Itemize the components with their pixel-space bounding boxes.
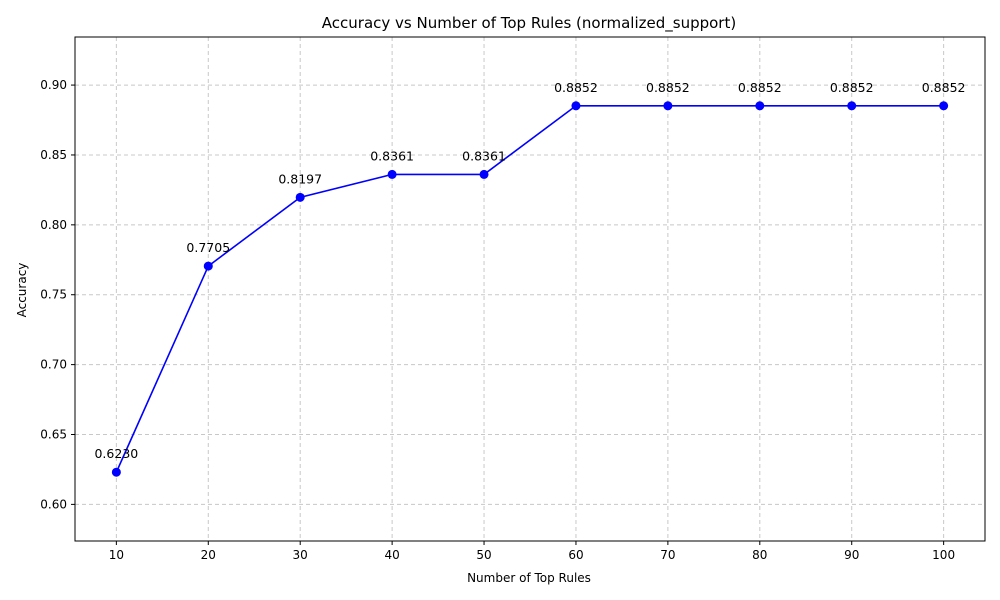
data-label: 0.8852 [738, 80, 782, 95]
y-tick-label: 0.80 [40, 218, 67, 232]
x-tick-label: 40 [384, 548, 399, 562]
data-label: 0.8361 [462, 148, 506, 163]
data-point [939, 101, 949, 111]
data-point [847, 101, 857, 111]
x-axis-ticks: 10 20 30 40 50 60 70 80 90 100 [109, 541, 955, 562]
data-point [479, 169, 489, 179]
x-tick-label: 70 [660, 548, 675, 562]
grid [75, 37, 985, 541]
series-line [115, 104, 944, 473]
data-point [387, 169, 397, 179]
plot-frame [74, 36, 986, 542]
x-tick-label: 30 [293, 548, 308, 562]
data-labels: 0.6230 0.7705 0.8197 0.8361 0.8361 0.8852 0.88… [94, 80, 965, 461]
data-label: 0.8361 [370, 148, 414, 163]
data-point [295, 192, 305, 202]
data-label: 0.8852 [554, 80, 598, 95]
data-point [111, 467, 121, 477]
data-point [663, 101, 673, 111]
x-tick-label: 20 [201, 548, 216, 562]
x-axis-label: Number of Top Rules [467, 571, 591, 585]
data-point [571, 101, 581, 111]
y-axis-label: Accuracy [15, 263, 29, 318]
data-label: 0.8852 [646, 80, 690, 95]
data-label: 0.8852 [830, 80, 874, 95]
x-tick-label: 80 [752, 548, 767, 562]
data-point [203, 261, 213, 271]
chart-title: Accuracy vs Number of Top Rules (normali… [322, 14, 736, 33]
y-tick-label: 0.65 [40, 427, 67, 441]
series-polyline [115, 104, 944, 473]
y-tick-label: 0.75 [40, 288, 67, 302]
data-point [755, 101, 765, 111]
data-label: 0.7705 [186, 240, 230, 255]
data-label: 0.8852 [922, 80, 966, 95]
data-label: 0.8197 [278, 171, 322, 186]
y-tick-label: 0.70 [40, 358, 67, 372]
data-label: 0.6230 [94, 446, 138, 461]
x-tick-label: 50 [476, 548, 491, 562]
y-axis-ticks: 0.60 0.65 0.70 0.75 0.80 0.85 0.90 [40, 78, 75, 511]
data-points [111, 101, 949, 477]
x-tick-label: 10 [109, 548, 124, 562]
x-tick-label: 90 [844, 548, 859, 562]
x-tick-label: 60 [568, 548, 583, 562]
x-tick-label: 100 [932, 548, 955, 562]
y-tick-label: 0.90 [40, 78, 67, 92]
y-tick-label: 0.85 [40, 148, 67, 162]
y-tick-label: 0.60 [40, 497, 67, 511]
